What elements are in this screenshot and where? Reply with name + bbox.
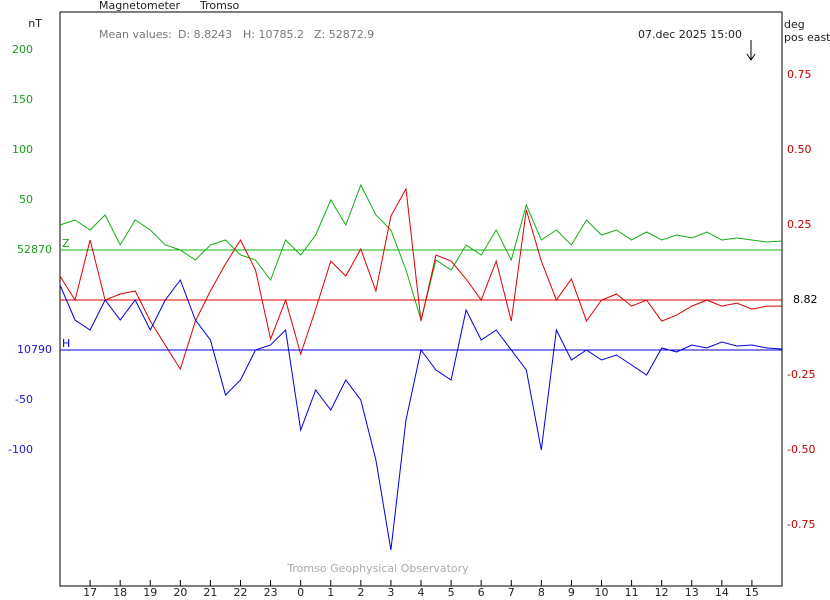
x-tick-label: 6 — [478, 586, 485, 599]
series-line — [59, 187, 782, 371]
y2-tick-label: 8.82 — [793, 293, 818, 306]
x-tick-label: 10 — [595, 586, 609, 599]
series-line — [59, 278, 783, 551]
series-label: Z — [62, 237, 70, 250]
y-tick-label: 50 — [19, 193, 33, 206]
y-tick-label: -50 — [15, 393, 33, 406]
x-tick-label: 13 — [685, 586, 699, 599]
x-tick-label: 2 — [357, 586, 364, 599]
x-tick-label: 1 — [327, 586, 334, 599]
y-tick-label: 100 — [12, 143, 33, 156]
x-tick-label: 8 — [538, 586, 545, 599]
x-tick-label: 4 — [418, 586, 425, 599]
mean-d: D: 8.8243 — [178, 28, 232, 41]
x-tick-label: 15 — [745, 586, 759, 599]
x-tick-label: 7 — [508, 586, 515, 599]
y-axis-label: nT — [28, 17, 42, 30]
x-tick-label: 0 — [297, 586, 304, 599]
y2-tick-label: 0.50 — [787, 143, 812, 156]
x-tick-label: 11 — [625, 586, 639, 599]
y-tick-label: 200 — [12, 43, 33, 56]
y-tick-label: -100 — [8, 443, 33, 456]
x-tick-label: 18 — [113, 586, 127, 599]
y2-tick-label: 0.25 — [787, 218, 812, 231]
x-tick-label: 21 — [203, 586, 217, 599]
y2-tick-label: -0.50 — [787, 443, 815, 456]
plot-frame — [59, 11, 783, 587]
y2-tick-label: 0.75 — [787, 68, 812, 81]
y2-tick-label: -0.25 — [787, 368, 815, 381]
x-tick-label: 19 — [143, 586, 157, 599]
x-tick-label: 17 — [83, 586, 97, 599]
x-tick-label: 3 — [387, 586, 394, 599]
y-tick-label: 150 — [12, 93, 33, 106]
time-arrow — [746, 40, 756, 61]
x-tick-label: 5 — [448, 586, 455, 599]
y2-axis-label: pos east — [784, 31, 830, 44]
x-tick-label: 20 — [173, 586, 187, 599]
y-tick-label: 52870 — [17, 243, 52, 256]
timestamp: 07.dec 2025 15:00 — [638, 28, 742, 41]
credit: Tromso Geophysical Observatory — [286, 562, 469, 575]
x-tick-label: 23 — [264, 586, 278, 599]
chart-title: Magnetometer — [99, 0, 181, 12]
mean-z: Z: 52872.9 — [314, 28, 374, 41]
y-tick-label: 10790 — [17, 343, 52, 356]
y2-tick-label: -0.75 — [787, 518, 815, 531]
station: Tromso — [199, 0, 240, 12]
mean-label: Mean values: — [99, 28, 172, 41]
series-label: H — [62, 337, 70, 350]
mean-h: H: 10785.2 — [243, 28, 304, 41]
x-tick-label: 12 — [655, 586, 669, 599]
y2-axis-label: deg — [784, 18, 805, 31]
x-tick-label: 22 — [234, 586, 248, 599]
x-tick-label: 9 — [568, 586, 575, 599]
x-tick-label: 14 — [715, 586, 729, 599]
